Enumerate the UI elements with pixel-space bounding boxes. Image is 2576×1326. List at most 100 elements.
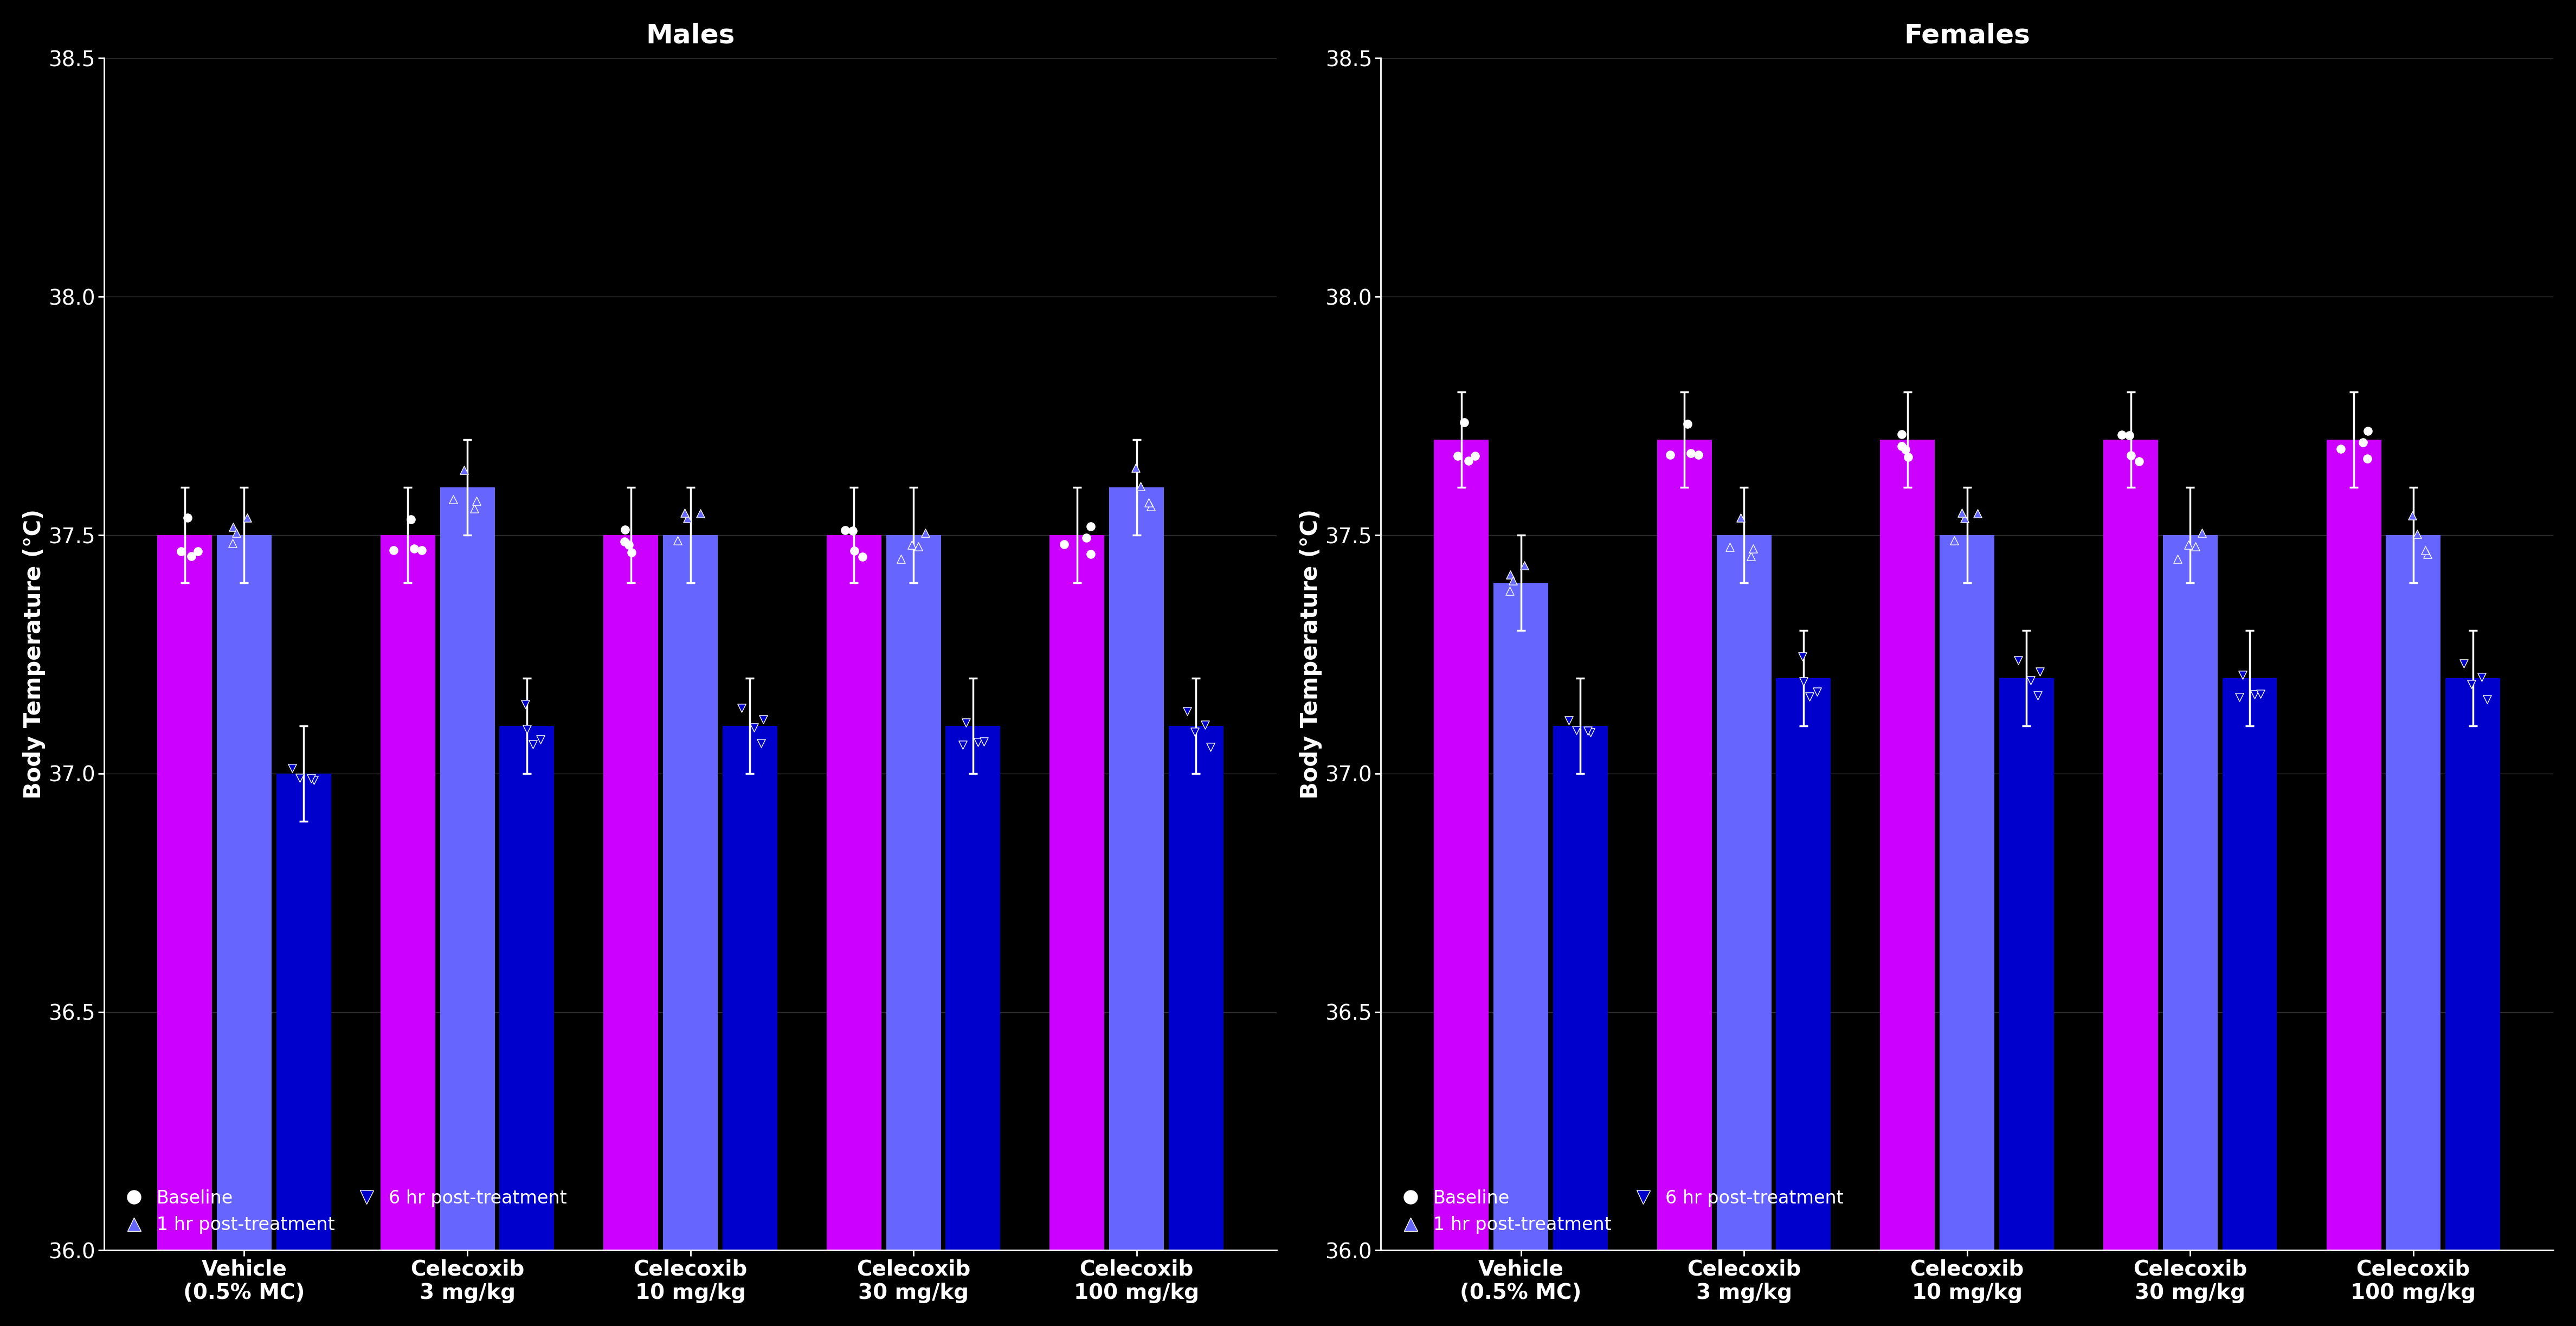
Point	[904, 522, 945, 544]
Point	[214, 517, 255, 538]
Point	[170, 545, 211, 566]
Point	[611, 541, 652, 562]
Point	[1556, 720, 1597, 741]
Bar	[216, 536, 270, 1326]
Bar	[1110, 488, 1164, 1326]
Point	[742, 732, 783, 753]
Point	[402, 540, 443, 561]
Point	[2393, 505, 2434, 526]
Bar	[2445, 678, 2501, 1326]
Point	[278, 768, 319, 789]
Point	[1958, 503, 1999, 524]
Point	[2017, 684, 2058, 705]
Point	[665, 503, 706, 524]
Point	[963, 731, 1005, 752]
Point	[832, 520, 873, 541]
Point	[1880, 424, 1922, 446]
Point	[1489, 581, 1530, 602]
Point	[2442, 652, 2483, 674]
Point	[2347, 420, 2388, 442]
Point	[742, 708, 783, 729]
Point	[227, 508, 268, 529]
Point	[2396, 524, 2437, 545]
Point	[608, 534, 649, 556]
Point	[899, 536, 940, 557]
Bar	[1170, 725, 1224, 1326]
Bar	[500, 725, 554, 1326]
Point	[270, 757, 312, 778]
Title: Females: Females	[1904, 23, 2030, 49]
Point	[605, 518, 647, 540]
Point	[603, 530, 644, 552]
Point	[1489, 565, 1530, 586]
Point	[1790, 686, 1832, 707]
Point	[2347, 448, 2388, 469]
Point	[507, 719, 549, 740]
Point	[513, 733, 554, 754]
Point	[1569, 721, 1610, 743]
Point	[1734, 538, 1775, 560]
Point	[1448, 450, 1489, 471]
Point	[943, 735, 984, 756]
Bar	[662, 536, 719, 1326]
Point	[824, 520, 866, 541]
Point	[1940, 503, 1981, 524]
Point	[443, 459, 484, 480]
Point	[842, 546, 884, 568]
Point	[1710, 536, 1752, 557]
Point	[1669, 443, 1710, 464]
Point	[178, 541, 219, 562]
Bar	[2385, 536, 2439, 1326]
Point	[2020, 660, 2061, 682]
Point	[2110, 444, 2151, 465]
Point	[505, 693, 546, 715]
Point	[1175, 721, 1216, 743]
Point	[2406, 544, 2447, 565]
Bar	[2326, 440, 2380, 1326]
Y-axis label: Body Temperature (°C): Body Temperature (°C)	[1298, 509, 1321, 800]
Point	[1128, 492, 1170, 513]
Legend: Baseline, 1 hr post-treatment, 6 hr post-treatment: Baseline, 1 hr post-treatment, 6 hr post…	[1391, 1181, 1852, 1241]
Point	[881, 548, 922, 569]
Point	[958, 732, 999, 753]
Bar	[1880, 440, 1935, 1326]
Point	[433, 488, 474, 509]
Point	[2182, 522, 2223, 544]
Bar	[2164, 536, 2218, 1326]
Point	[211, 533, 252, 554]
Point	[2233, 684, 2275, 705]
Point	[1783, 671, 1824, 692]
Bar	[1775, 678, 1832, 1326]
Point	[1996, 650, 2038, 671]
Bar	[1435, 440, 1489, 1326]
Bar	[2223, 678, 2277, 1326]
Point	[667, 508, 708, 529]
Bar	[1048, 536, 1105, 1326]
Point	[160, 541, 201, 562]
Point	[1069, 544, 1110, 565]
Point	[1185, 715, 1226, 736]
Point	[2342, 432, 2383, 453]
Point	[1437, 446, 1479, 467]
Point	[1167, 700, 1208, 721]
Point	[1443, 411, 1484, 432]
Point	[657, 530, 698, 552]
Bar	[886, 536, 940, 1326]
Bar	[827, 536, 881, 1326]
Point	[1880, 435, 1922, 456]
Point	[1043, 534, 1084, 556]
Point	[2223, 664, 2264, 686]
Point	[374, 540, 415, 561]
Point	[520, 729, 562, 751]
Point	[1566, 720, 1607, 741]
Point	[294, 769, 335, 790]
Point	[891, 534, 933, 556]
Point	[2169, 534, 2210, 556]
Point	[1455, 446, 1497, 467]
Bar	[1999, 678, 2053, 1326]
Bar	[381, 536, 435, 1326]
Point	[2117, 451, 2159, 472]
Bar	[1494, 582, 1548, 1326]
Point	[1886, 439, 1927, 460]
Point	[291, 768, 332, 789]
